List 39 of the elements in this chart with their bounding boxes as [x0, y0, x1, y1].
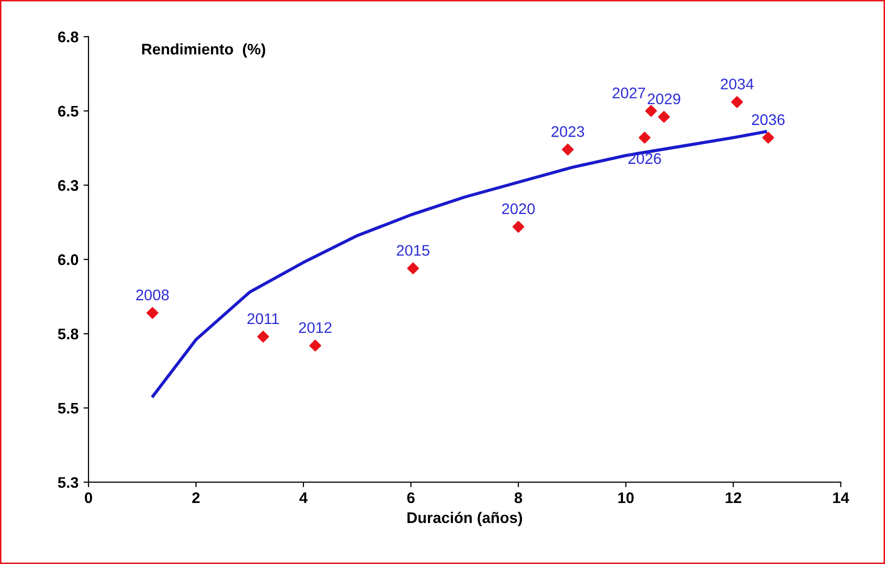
- point: [257, 330, 270, 343]
- y-tick-label: 6.3: [58, 180, 78, 191]
- y-tick-label: 6.0: [58, 254, 78, 266]
- y-tick-label: 6.8: [58, 32, 78, 42]
- point: [512, 220, 524, 233]
- point: [309, 340, 322, 352]
- annotation: 2011: [247, 313, 279, 324]
- y-tick-label: 5.5: [58, 402, 78, 414]
- annotation: 2036: [752, 114, 785, 126]
- annotation: 2023: [552, 126, 584, 137]
- y-tick-label: 6.5: [58, 106, 78, 117]
- point: [407, 262, 419, 274]
- x-tick-label: 8: [514, 492, 522, 504]
- x-tick-label: 14: [833, 492, 850, 504]
- annotation: 2034: [720, 78, 754, 90]
- y-axis-title: Rendimiento (%): [142, 43, 266, 58]
- y-tick-label: 5.3: [58, 477, 78, 488]
- x-tick-label: 10: [618, 492, 634, 504]
- annotation: 2026: [628, 153, 661, 164]
- annotation: 2020: [502, 203, 535, 214]
- annotation: 2012: [299, 322, 332, 334]
- x-tick-label: 12: [726, 492, 742, 504]
- point: [731, 96, 743, 108]
- x-tick-label: 0: [84, 492, 92, 504]
- point: [562, 144, 574, 156]
- annotation: 2008: [136, 290, 169, 300]
- point: [146, 307, 158, 319]
- point: [762, 132, 774, 144]
- annotation: 2015: [396, 244, 430, 256]
- annotation: 2027: [612, 88, 646, 98]
- x-tick-label: 2: [192, 492, 200, 504]
- x-tick-label: 4: [299, 492, 308, 504]
- x-tick-label: 6: [407, 492, 415, 504]
- point: [658, 110, 670, 123]
- point: [638, 132, 651, 144]
- point: [645, 105, 657, 117]
- y-tick-label: 5.8: [58, 328, 78, 340]
- annotation: 2029: [648, 93, 680, 104]
- x-axis-title: Duración (años): [408, 512, 522, 526]
